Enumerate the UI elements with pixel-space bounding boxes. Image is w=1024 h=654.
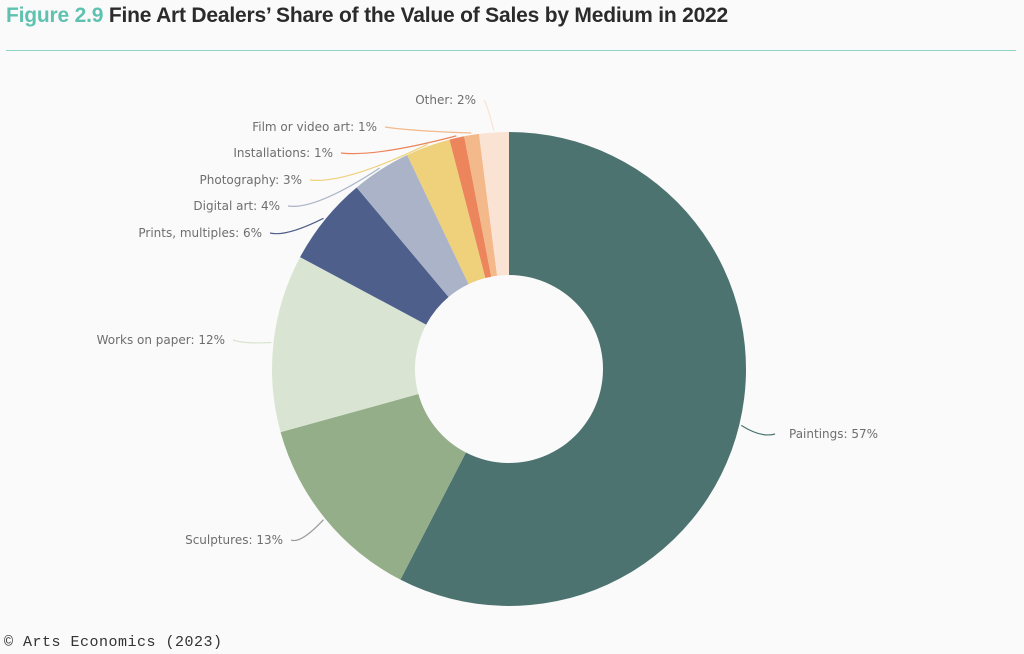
leader-line — [269, 217, 324, 235]
data-label: Film or video art: 1% — [252, 120, 377, 134]
leader-line — [290, 519, 324, 542]
slice-film-or-video-art — [464, 133, 498, 277]
slice-sculptures — [280, 394, 466, 580]
data-label: Other: 2% — [415, 93, 476, 107]
leader-line — [340, 135, 457, 155]
slice-photography — [407, 139, 486, 285]
leader-line — [287, 167, 381, 207]
slice-paintings — [400, 132, 747, 606]
slice-works-on-paper — [271, 257, 427, 433]
title-text: Fine Art Dealers’ Share of the Value of … — [108, 4, 729, 27]
data-label: Paintings: 57% — [789, 427, 878, 441]
slice-digital-art — [356, 155, 469, 297]
slice-installations — [449, 136, 492, 279]
figure-number: Figure 2.9 — [6, 4, 104, 27]
chart-title: Figure 2.9 Fine Art Dealers’ Share of th… — [6, 4, 728, 28]
data-label: Prints, multiples: 6% — [138, 226, 262, 240]
slice-other — [478, 132, 509, 276]
leader-line — [483, 99, 495, 131]
source-note: © Arts Economics (2023) — [4, 634, 223, 651]
data-label: Photography: 3% — [200, 173, 302, 187]
title-divider — [6, 50, 1016, 51]
data-label: Sculptures: 13% — [185, 533, 283, 547]
leader-line — [384, 126, 472, 134]
data-label: Digital art: 4% — [193, 199, 280, 213]
data-label: Installations: 1% — [233, 146, 333, 160]
leader-line — [232, 339, 272, 344]
leader-line — [309, 143, 428, 181]
data-label: Works on paper: 12% — [97, 333, 225, 347]
slice-prints-multiples — [300, 187, 449, 325]
leader-line — [740, 424, 776, 436]
